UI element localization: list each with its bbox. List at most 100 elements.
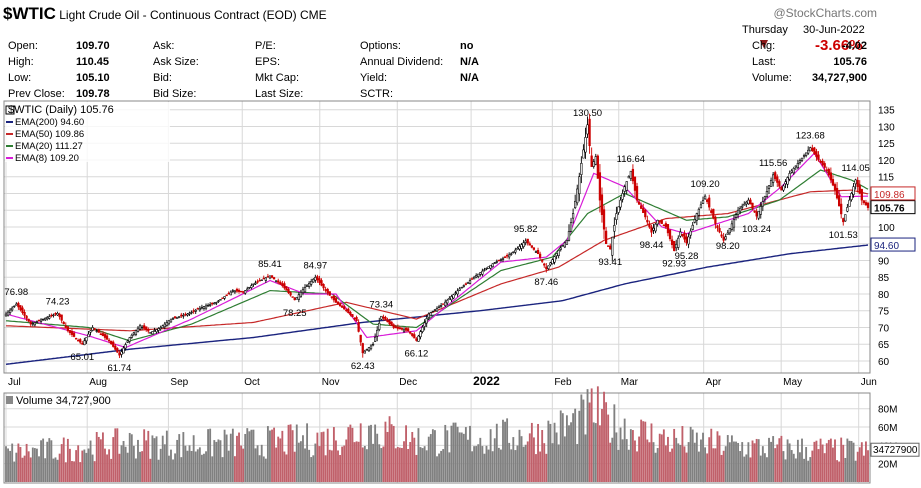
volume-bar [813, 441, 816, 482]
candle-body [431, 310, 435, 313]
candle-body [767, 185, 771, 189]
price-annotation: 65.01 [70, 352, 94, 363]
candle-body [739, 207, 742, 212]
watermark: @StockCharts.com [773, 6, 877, 20]
candle-body [654, 223, 657, 232]
candle-body [439, 305, 443, 307]
y-tick-label: 80 [878, 290, 890, 301]
volume-bar [118, 453, 121, 482]
candle-body [563, 242, 566, 248]
volume-bar [510, 449, 513, 482]
volume-bar [7, 448, 9, 482]
price-annotation: 84.97 [303, 260, 327, 271]
volume-bar [446, 430, 449, 482]
candle-body [324, 289, 327, 291]
volume-bar [42, 438, 45, 482]
candle-body [33, 322, 36, 326]
volume-bar [481, 446, 484, 482]
candle-body [392, 324, 395, 328]
volume-bar [749, 457, 752, 482]
candle-body [223, 296, 226, 299]
volume-bar [623, 418, 626, 482]
candle-body [499, 259, 503, 261]
volume-bar [349, 424, 352, 482]
volume-bar [40, 440, 42, 482]
volume-bar [726, 435, 729, 482]
candle-body [147, 329, 150, 332]
volume-bar [609, 442, 612, 482]
candle-body [11, 307, 14, 311]
volume-bar [860, 442, 863, 482]
volume-bar [776, 444, 779, 482]
candle-body [670, 239, 674, 246]
volume-bar [493, 438, 496, 482]
volume-bar [215, 441, 218, 482]
candle-body [833, 184, 837, 191]
volume-bar [464, 427, 467, 482]
volume-bar [153, 438, 156, 482]
candle-body [279, 281, 282, 285]
volume-bar [574, 408, 577, 482]
candle-body [596, 155, 599, 179]
candle-body [640, 205, 643, 209]
candle-body [807, 149, 810, 154]
volume-bar [438, 453, 440, 482]
candle-body [184, 313, 187, 316]
candle-body [470, 278, 474, 280]
volume-bar [733, 441, 735, 482]
volume-bar [471, 451, 473, 482]
price-panel-frame [3, 100, 871, 374]
volume-bar [312, 455, 315, 482]
candle-body [130, 334, 133, 338]
quote-value: 110.45 [76, 56, 110, 68]
candle-body [258, 280, 261, 282]
quote-label: Yield: [360, 72, 388, 84]
volume-bar [761, 446, 764, 482]
candle-body [578, 176, 581, 195]
candle-body [64, 325, 67, 328]
volume-bar [516, 445, 519, 482]
quote-label: Bid: [153, 72, 172, 84]
candle-body [246, 288, 249, 291]
y-tick-label: 75 [878, 307, 890, 318]
price-tag: 94.60 [874, 241, 899, 252]
volume-bar [675, 437, 678, 482]
volume-bar [535, 454, 537, 482]
legend-entry: EMA(20) 111.27 [15, 141, 83, 152]
volume-bar [487, 449, 490, 482]
volume-bar [652, 442, 655, 482]
volume-bar [753, 443, 756, 482]
volume-bar [248, 431, 251, 482]
y-tick-label: 65 [878, 340, 890, 351]
exchange: CME [300, 8, 327, 22]
candle-body [514, 249, 517, 253]
candle-body [668, 229, 672, 240]
candle-body [83, 340, 86, 346]
quote-value: 105.76 [833, 56, 867, 68]
candle-body [435, 308, 439, 312]
volume-bar [592, 422, 595, 482]
candle-body [270, 275, 274, 278]
volume-bar [625, 439, 628, 482]
volume-bar [702, 432, 704, 482]
candle-body [765, 191, 769, 198]
volume-bar [803, 458, 805, 482]
volume-bar [774, 448, 777, 482]
volume-bar [172, 459, 174, 482]
volume-bar [287, 424, 290, 482]
candle-body [332, 296, 336, 301]
volume-bar [320, 432, 323, 482]
candle-body [844, 214, 847, 222]
candle-body [291, 296, 294, 298]
volume-bar [273, 427, 276, 482]
candle-body [528, 243, 531, 246]
price-annotation: 93.41 [598, 257, 622, 268]
candle-body [728, 228, 731, 234]
volume-bar [182, 432, 185, 482]
candle-body [541, 259, 544, 262]
candle-body [842, 218, 845, 223]
candle-body [736, 209, 740, 215]
candle-body [250, 285, 253, 288]
candle-body [126, 340, 129, 343]
candle-body [27, 318, 30, 322]
